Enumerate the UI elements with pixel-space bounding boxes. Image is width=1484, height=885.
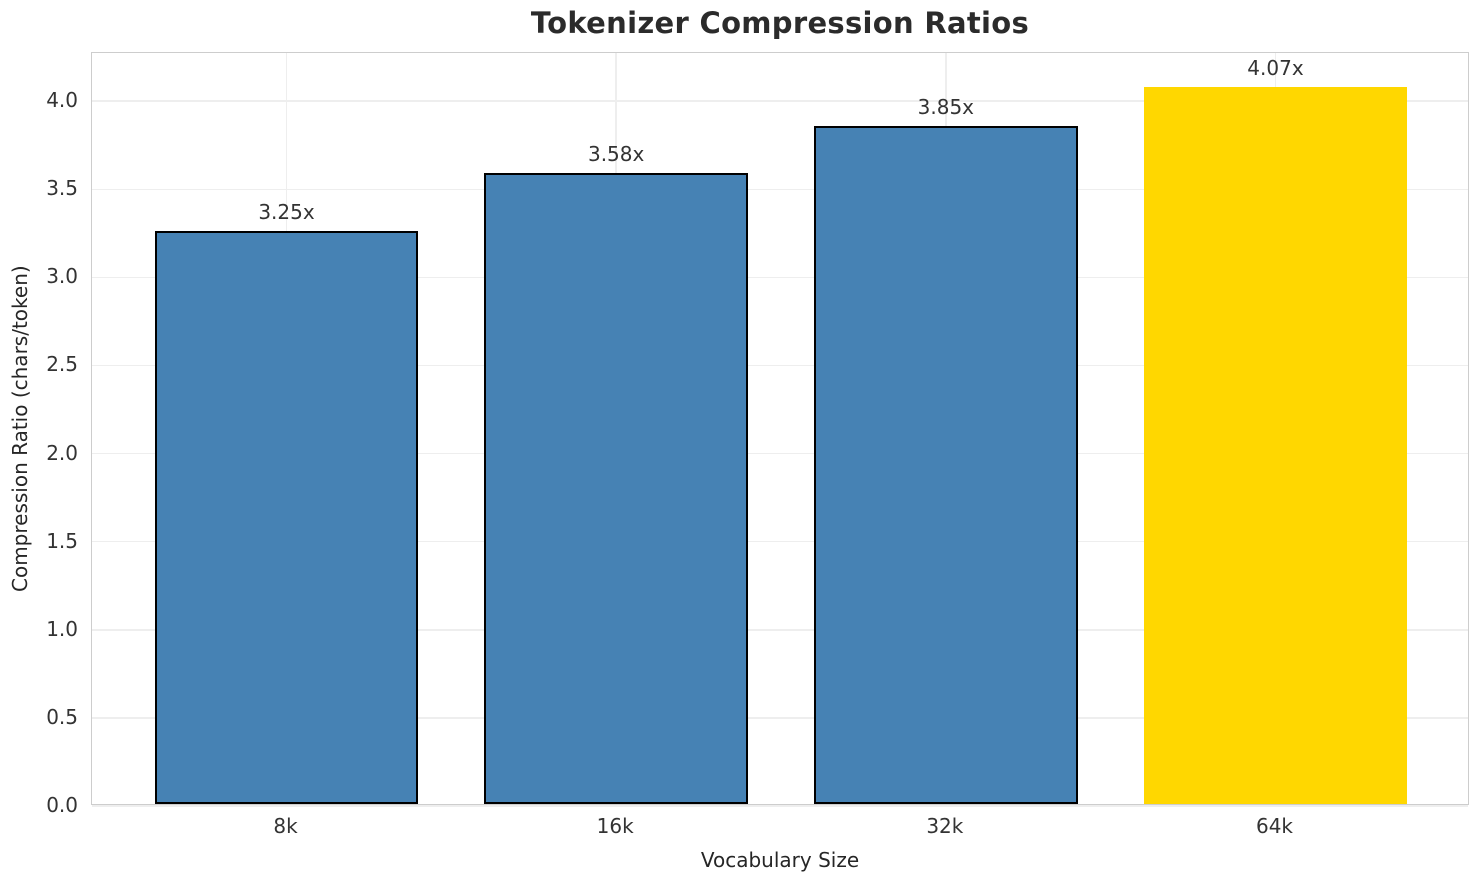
x-axis-label: Vocabulary Size — [700, 848, 860, 872]
bar-value-label-16k: 3.58x — [587, 142, 645, 167]
bar-value-label-64k: 4.07x — [1247, 55, 1304, 80]
gridline-horizontal-0.0 — [92, 805, 1468, 807]
ytick-3.5: 3.5 — [46, 176, 78, 201]
xtick-16k: 16k — [596, 814, 634, 838]
xtick-64k: 64k — [1255, 814, 1293, 838]
gridline-horizontal-1.5 — [92, 540, 1468, 543]
bar-value-label-32k: 3.85x — [917, 94, 975, 119]
ytick-2.5: 2.5 — [46, 352, 78, 377]
bar-32k — [813, 125, 1078, 804]
gridline-horizontal-2.5 — [92, 364, 1468, 367]
ytick-2.0: 2.0 — [46, 440, 78, 465]
ytick-1.5: 1.5 — [46, 528, 78, 553]
chart-title: Tokenizer Compression Ratios — [530, 6, 1030, 40]
ytick-1.0: 1.0 — [46, 616, 78, 641]
gridline-horizontal-0.5 — [92, 717, 1468, 719]
ytick-0.5: 0.5 — [46, 704, 78, 729]
ytick-3.0: 3.0 — [46, 264, 78, 289]
bar-value-label-8k: 3.25x — [258, 200, 315, 225]
gridline-horizontal-2.0 — [92, 452, 1468, 455]
gridline-horizontal-4.0 — [92, 100, 1468, 102]
xtick-8k: 8k — [273, 814, 298, 838]
gridline-horizontal-3.0 — [92, 276, 1468, 279]
gridline-horizontal-3.5 — [92, 188, 1468, 191]
ytick-4.0: 4.0 — [46, 88, 78, 113]
bar-8k — [154, 231, 419, 804]
bar-64k — [1143, 86, 1408, 804]
xtick-32k: 32k — [926, 814, 964, 838]
gridline-horizontal-1.0 — [92, 629, 1468, 631]
y-axis-label: Compression Ratio (chars/token) — [8, 265, 32, 592]
ytick-0.0: 0.0 — [46, 793, 78, 817]
plot-area: 3.25x 3.58x 3.85x 4.07x — [91, 52, 1469, 807]
bar-16k — [484, 173, 749, 804]
